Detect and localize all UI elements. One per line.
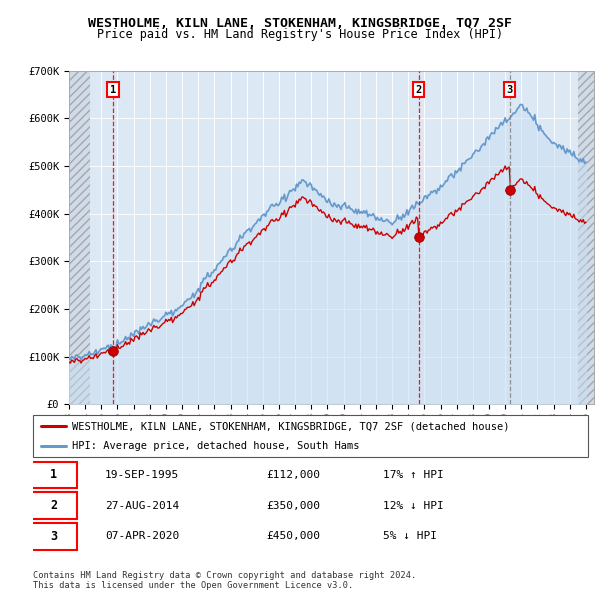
Polygon shape bbox=[578, 71, 594, 404]
Text: 1: 1 bbox=[50, 468, 57, 481]
Text: 19-SEP-1995: 19-SEP-1995 bbox=[105, 470, 179, 480]
Text: 12% ↓ HPI: 12% ↓ HPI bbox=[383, 501, 443, 510]
Text: 07-APR-2020: 07-APR-2020 bbox=[105, 532, 179, 541]
Text: £450,000: £450,000 bbox=[266, 532, 320, 541]
FancyBboxPatch shape bbox=[30, 462, 77, 488]
FancyBboxPatch shape bbox=[30, 523, 77, 549]
Text: HPI: Average price, detached house, South Hams: HPI: Average price, detached house, Sout… bbox=[72, 441, 359, 451]
Polygon shape bbox=[69, 71, 90, 404]
Text: 1: 1 bbox=[110, 85, 116, 95]
Text: Price paid vs. HM Land Registry's House Price Index (HPI): Price paid vs. HM Land Registry's House … bbox=[97, 28, 503, 41]
Text: 2: 2 bbox=[416, 85, 422, 95]
Text: 3: 3 bbox=[50, 530, 57, 543]
Text: 5% ↓ HPI: 5% ↓ HPI bbox=[383, 532, 437, 541]
FancyBboxPatch shape bbox=[30, 493, 77, 519]
Text: 17% ↑ HPI: 17% ↑ HPI bbox=[383, 470, 443, 480]
Text: 3: 3 bbox=[506, 85, 512, 95]
Text: WESTHOLME, KILN LANE, STOKENHAM, KINGSBRIDGE, TQ7 2SF (detached house): WESTHOLME, KILN LANE, STOKENHAM, KINGSBR… bbox=[72, 421, 509, 431]
Text: WESTHOLME, KILN LANE, STOKENHAM, KINGSBRIDGE, TQ7 2SF: WESTHOLME, KILN LANE, STOKENHAM, KINGSBR… bbox=[88, 17, 512, 30]
Text: £350,000: £350,000 bbox=[266, 501, 320, 510]
Text: This data is licensed under the Open Government Licence v3.0.: This data is licensed under the Open Gov… bbox=[33, 581, 353, 590]
Text: £112,000: £112,000 bbox=[266, 470, 320, 480]
Text: 27-AUG-2014: 27-AUG-2014 bbox=[105, 501, 179, 510]
Text: Contains HM Land Registry data © Crown copyright and database right 2024.: Contains HM Land Registry data © Crown c… bbox=[33, 571, 416, 579]
Text: 2: 2 bbox=[50, 499, 57, 512]
